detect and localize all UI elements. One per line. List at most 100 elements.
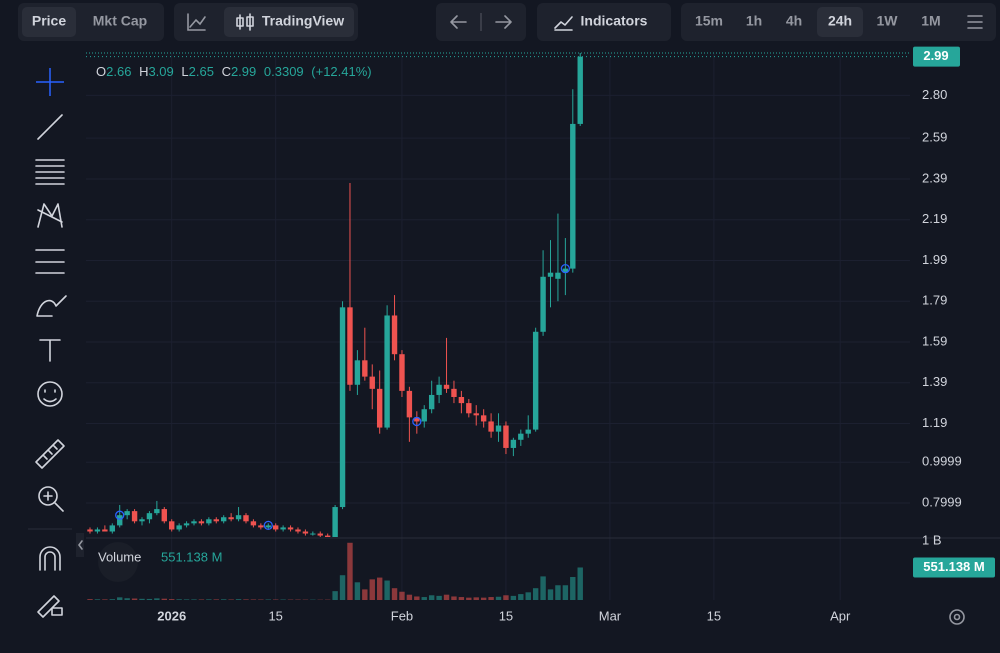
candle-body: [384, 315, 390, 428]
timeframe[interactable]: 4h: [786, 13, 802, 29]
y-tick-label: 1.39: [922, 374, 947, 389]
candle-body: [228, 517, 234, 520]
timeframe[interactable]: 1h: [746, 13, 762, 29]
legend-key: H: [139, 64, 148, 79]
timeframe[interactable]: 24h: [828, 13, 852, 29]
volume-bar: [362, 589, 368, 600]
settings-icon[interactable]: [967, 15, 983, 29]
emoji-tool[interactable]: [37, 381, 63, 407]
candle-body: [191, 521, 197, 524]
settings-gear[interactable]: [949, 609, 965, 625]
candle-body: [206, 519, 212, 524]
candle-body: [213, 519, 219, 522]
volume-bar: [376, 577, 383, 600]
timeframe[interactable]: 15m: [695, 13, 723, 29]
text-tool[interactable]: [39, 339, 61, 362]
volume-bar: [94, 599, 101, 600]
candle-body: [518, 433, 524, 440]
candle-body: [495, 425, 502, 432]
legend-change-percent: (+12.41%): [311, 64, 371, 79]
event-marker: [560, 263, 571, 274]
undo-icon[interactable]: [450, 15, 467, 29]
active-tab: [22, 7, 76, 37]
volume-bar: [414, 596, 420, 600]
timeframe[interactable]: 1W: [877, 13, 899, 29]
candle-body: [458, 396, 465, 404]
candle-body: [317, 533, 323, 536]
crosshair-tool[interactable]: [36, 68, 64, 96]
x-tick-label: Mar: [599, 608, 622, 623]
mkt-cap-tab[interactable]: Mkt Cap: [93, 13, 147, 29]
pattern-tool[interactable]: [37, 203, 63, 228]
zoom-plus: [43, 491, 64, 512]
volume-bar: [473, 597, 479, 600]
volume-bar: [213, 599, 219, 600]
layer: [86, 53, 910, 600]
x-tick-label: 15: [707, 608, 721, 623]
volume-bar: [510, 595, 517, 600]
candle-body: [169, 521, 175, 530]
candle-icon[interactable]: [236, 13, 254, 31]
candle-body: [332, 507, 338, 537]
indicators-button[interactable]: Indicators: [581, 13, 648, 29]
volume-label: Volume: [98, 549, 141, 564]
candle-body: [235, 515, 242, 520]
volume-bar: [547, 589, 554, 600]
trend-line-tool[interactable]: [37, 114, 63, 140]
collapse-button[interactable]: [76, 533, 84, 557]
x-tick-label: 15: [268, 608, 282, 623]
price-tab[interactable]: Price: [32, 13, 66, 29]
candle-body: [555, 272, 561, 279]
zoom-tool[interactable]: [38, 486, 58, 506]
candle-body: [369, 376, 375, 389]
volume-bar: [347, 542, 353, 600]
layer: [86, 53, 910, 537]
last-volume-box: [913, 557, 995, 578]
candle-body: [94, 529, 101, 532]
redo-icon[interactable]: [495, 15, 512, 29]
volume-bar: [206, 599, 212, 600]
candle-body: [198, 521, 205, 524]
volume-bar: [109, 599, 115, 600]
lock-tool[interactable]: [37, 595, 63, 618]
legend-change: 0.3309: [264, 64, 304, 79]
candle-body: [532, 331, 539, 430]
left-toolbar: [28, 68, 72, 618]
volume-bar: [532, 588, 539, 600]
candle-body: [391, 315, 398, 355]
fib-tool[interactable]: [35, 159, 65, 185]
candle-body: [466, 403, 472, 414]
tradingview-tab[interactable]: TradingView: [262, 13, 344, 29]
magnet-tool[interactable]: [39, 546, 61, 571]
candle-body: [117, 515, 123, 526]
volume-bar: [332, 591, 338, 600]
volume-bar: [117, 597, 123, 600]
candle-body: [406, 390, 413, 418]
candle-body: [287, 527, 294, 530]
volume-bar: [525, 592, 531, 600]
volume-bar: [221, 599, 227, 600]
volume-bar: [540, 576, 546, 600]
volume-bar: [436, 595, 442, 600]
candle-body: [109, 525, 115, 532]
x-tick-label: Apr: [830, 608, 851, 623]
volume-bar: [139, 598, 145, 600]
brush-tool[interactable]: [36, 295, 67, 317]
volume-bar: [503, 595, 509, 600]
volume-bar: [154, 598, 160, 600]
candle-body: [547, 272, 554, 277]
projection-tool[interactable]: [35, 249, 65, 274]
candle-body: [310, 533, 316, 535]
timeframe[interactable]: 1M: [921, 13, 940, 29]
y-tick-label: 1.99: [922, 252, 947, 267]
volume-bar: [406, 594, 413, 600]
volume-bar: [169, 599, 175, 600]
candle-body: [295, 529, 301, 532]
x-tick-label: 15: [499, 608, 513, 623]
ruler-tool[interactable]: [35, 439, 65, 469]
volume-bar: [265, 599, 271, 600]
indicators-icon[interactable]: [554, 16, 573, 31]
y-tick-label: 0.7999: [922, 494, 962, 509]
line-chart-icon[interactable]: [187, 13, 206, 31]
volume-bar: [555, 585, 561, 600]
